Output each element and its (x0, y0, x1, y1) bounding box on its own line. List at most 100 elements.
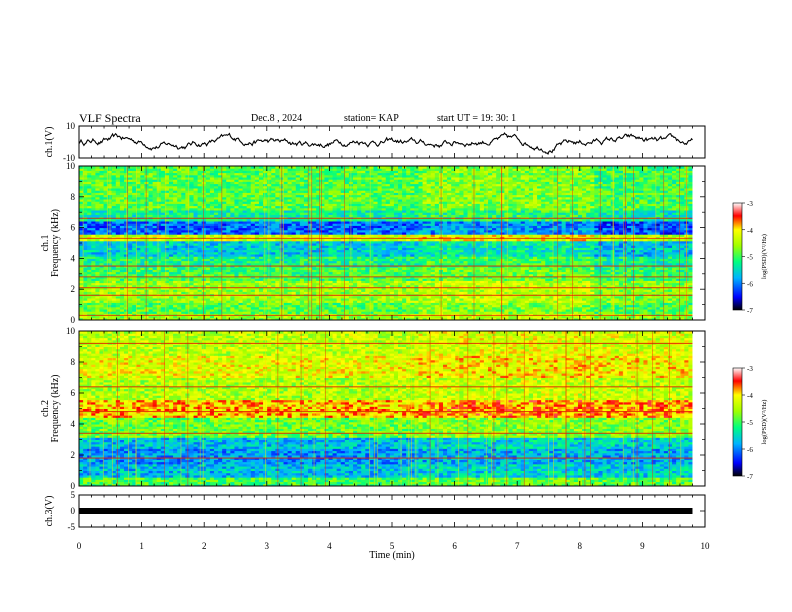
spectrogram-cell (643, 309, 648, 312)
spectrogram-cell (479, 311, 485, 314)
spectrogram-cell (79, 311, 84, 314)
spectrogram-cell (246, 317, 252, 321)
spectrogram-cell (136, 311, 141, 314)
spectrogram-cell (582, 309, 587, 312)
spectrogram-cell (99, 317, 105, 321)
spectrogram-cell (463, 313, 469, 317)
spectrogram-cell (258, 313, 264, 317)
spectrogram-cell (508, 317, 514, 321)
spectrogram-cell (467, 317, 473, 321)
spectrogram-cell (422, 313, 428, 317)
spectrogram-cell (606, 313, 612, 317)
spectrogram-cell (287, 309, 293, 312)
spectrogram-cell (197, 311, 203, 314)
spectrogram-cell (398, 309, 403, 312)
spectrogram-cell (618, 313, 624, 317)
spectrogram-cell (565, 313, 571, 317)
spectrogram-cell (467, 313, 473, 317)
spectrogram-cell (185, 311, 190, 314)
spectrogram-cell (402, 313, 407, 317)
spectrogram-cell (205, 306, 211, 310)
spectrogram-cell (357, 315, 362, 319)
spectrogram-cell (132, 313, 137, 317)
spectrogram-cell (443, 309, 448, 312)
spectrogram-cell (254, 311, 260, 314)
spectrogram-cell (226, 309, 231, 312)
spectrogram-cell (373, 313, 379, 317)
spectrogram-cell (680, 315, 685, 319)
spectrogram-cell (148, 306, 154, 310)
spectrogram-cell (418, 313, 424, 317)
chart-title: VLF Spectra (79, 111, 141, 126)
spectrogram-cell (79, 317, 84, 321)
spectrogram-cell (291, 317, 297, 321)
spectrogram-cell (647, 315, 653, 319)
spectrogram-cell (606, 309, 612, 312)
spectrogram-cell (140, 313, 145, 317)
spectrogram-cell (557, 309, 563, 312)
spectrogram-cell (173, 309, 178, 312)
spectrogram-cell (144, 309, 150, 312)
spectrogram-cell (590, 309, 595, 312)
spectrogram-cell (426, 313, 432, 317)
spectrogram-cell (295, 311, 301, 314)
spectrogram-cell (148, 315, 154, 319)
spectrogram-cell (308, 311, 313, 314)
spectrogram-cell (308, 309, 313, 312)
spectrogram-cell (430, 317, 436, 321)
spectrogram-cell (659, 309, 665, 312)
spectrogram-cell (410, 317, 415, 321)
spectrogram-cell (263, 317, 268, 321)
spectrogram-cell (606, 315, 612, 319)
spectrogram-cell (152, 311, 158, 314)
spectrogram-cell (586, 309, 591, 312)
spectrogram-cell (361, 315, 366, 319)
spectrogram-cell (164, 306, 170, 310)
spectrogram-cell (283, 311, 289, 314)
date-label: Dec.8 , 2024 (251, 113, 302, 124)
spectrogram-cell (447, 311, 452, 314)
spectrogram-cell (389, 311, 395, 314)
spectrogram-cell (434, 309, 440, 312)
spectrogram-cell (365, 309, 370, 312)
spectrogram-cell (79, 315, 84, 319)
spectrogram-cell (676, 315, 681, 319)
spectrogram-cell (377, 309, 383, 312)
spectrogram-cell (467, 315, 473, 319)
spectrogram-cell (164, 315, 170, 319)
spectrogram-cell (271, 315, 276, 319)
spectrogram-cell (635, 309, 640, 312)
spectrogram-cell (336, 311, 342, 314)
spectrogram-cell (393, 311, 399, 314)
spectrogram-cell (258, 315, 264, 319)
spectrogram-cell (532, 313, 538, 317)
spectrogram-cell (226, 315, 231, 319)
spectrogram-cell (230, 306, 235, 310)
spectrogram-cell (463, 311, 469, 314)
spectrogram-cell (532, 315, 538, 319)
spectrogram-cell (164, 311, 170, 314)
spectrogram-cell (655, 317, 661, 321)
spectrogram-cell (128, 317, 133, 321)
spectrogram-cell (524, 309, 530, 312)
spectrogram-cell (283, 306, 289, 310)
spectrogram-cell (132, 309, 137, 312)
spectrogram-cell (406, 315, 411, 319)
spectrogram-cell (209, 309, 215, 312)
spectrogram-cell (144, 306, 150, 310)
spectrogram-cell (222, 313, 227, 317)
spectrogram-cell (83, 315, 88, 319)
spectrogram-cell (250, 309, 256, 312)
spectrogram-cell (263, 311, 268, 314)
spectrogram-cell (398, 313, 403, 317)
spectrogram-cell (643, 313, 648, 317)
spectrogram-cell (83, 313, 88, 317)
spectrogram-cell (663, 311, 669, 314)
spectrogram-cell (115, 313, 121, 317)
spectrogram-cell (168, 306, 174, 310)
spectrogram-cell (565, 317, 571, 321)
spectrogram-cell (177, 315, 182, 319)
spectrogram-cell (168, 315, 174, 319)
spectrogram-cell (406, 313, 411, 317)
spectrogram-cell (553, 309, 559, 312)
